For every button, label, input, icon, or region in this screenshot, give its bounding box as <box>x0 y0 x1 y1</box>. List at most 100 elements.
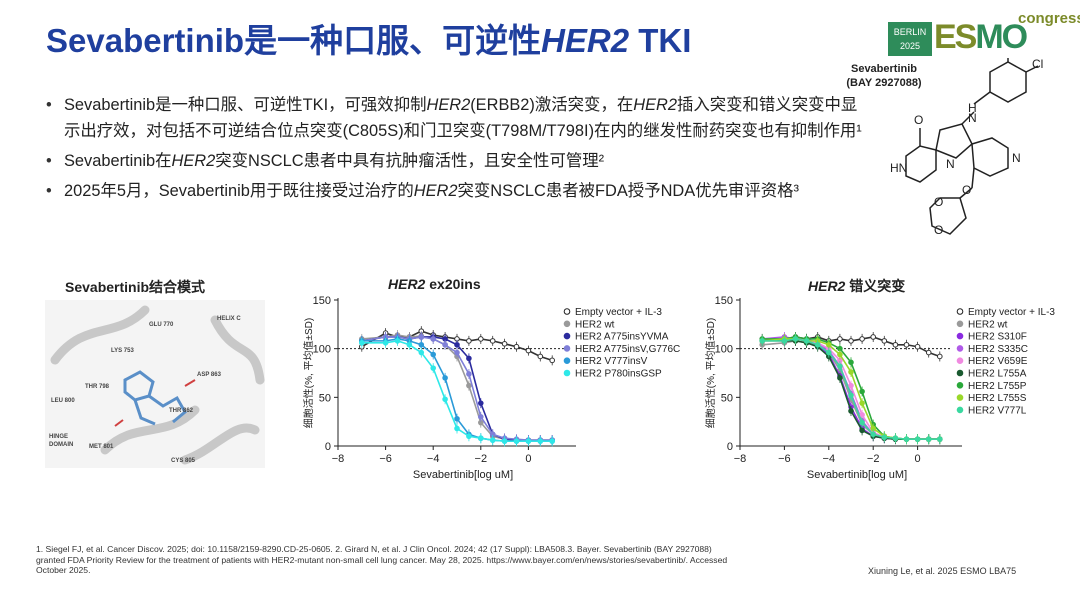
legend-marker <box>563 308 571 315</box>
legend-label: HER2 L755A <box>968 369 1027 380</box>
y-tick-label: 50 <box>721 392 733 404</box>
data-point <box>826 349 832 356</box>
legend-marker <box>563 369 571 377</box>
bullet-item-2: Sevabertinib在HER2突变NSCLC患者中具有抗肿瘤活性，且安全性可… <box>44 148 864 174</box>
logo-city-box: BERLIN 2025 <box>888 22 932 56</box>
svg-text:N: N <box>946 157 955 171</box>
data-point <box>826 341 832 348</box>
data-point <box>525 347 532 354</box>
bullet-1-her2-a: HER2 <box>426 96 471 114</box>
data-point <box>925 436 932 442</box>
data-point <box>859 336 865 342</box>
chart-missense-title: HER2 错义突变 <box>808 276 905 296</box>
logo-congress: congress <box>1018 10 1080 27</box>
data-point <box>537 353 544 360</box>
legend-label: HER2 S335C <box>968 344 1028 355</box>
data-point <box>859 412 865 418</box>
data-point <box>859 388 865 395</box>
svg-text:O: O <box>934 195 943 209</box>
data-point <box>430 336 436 342</box>
legend-label: HER2 S310F <box>968 332 1027 343</box>
label-met-801: MET 801 <box>89 444 114 450</box>
y-tick-label: 100 <box>313 344 331 356</box>
series-line <box>361 336 553 441</box>
label-lys-753: LYS 753 <box>111 348 134 354</box>
legend-marker <box>956 382 964 389</box>
x-tick-label: −2 <box>475 453 488 465</box>
data-point <box>418 349 425 356</box>
data-point <box>442 341 448 348</box>
x-tick-label: 0 <box>525 453 531 465</box>
data-point <box>406 341 413 348</box>
bullet-list: Sevabertinib是一种口服、可逆性TKI，可强效抑制HER2(ERBB2… <box>44 92 864 208</box>
legend-label: Empty vector + IL-3 <box>968 307 1055 318</box>
data-point <box>881 434 888 441</box>
y-tick-label: 100 <box>715 344 733 356</box>
legend-label: HER2 V777insV <box>575 356 648 367</box>
bullet-1-text-c: 插入突变和错义突变中显示出疗效，对包括不可逆结合位点突变(C805S)和门卫突变… <box>64 96 862 140</box>
data-point <box>937 353 943 360</box>
label-leu-800: LEU 800 <box>51 398 75 404</box>
legend-marker <box>956 394 964 401</box>
data-point <box>442 396 448 403</box>
data-point <box>859 400 865 406</box>
svg-text:O: O <box>934 223 943 237</box>
data-point <box>359 340 365 346</box>
legend-label: HER2 V777L <box>968 405 1027 416</box>
bullet-3-her2: HER2 <box>413 182 458 200</box>
series-8 <box>759 333 943 445</box>
svg-text:N: N <box>968 111 977 125</box>
data-point <box>513 438 520 444</box>
label-thr-862: THR 862 <box>169 408 194 414</box>
data-point <box>892 435 899 442</box>
x-axis-label: Sevabertinib[log uM] <box>413 469 513 481</box>
legend-marker <box>956 320 964 328</box>
data-point <box>859 427 865 434</box>
bullet-item-1: Sevabertinib是一种口服、可逆性TKI，可强效抑制HER2(ERBB2… <box>44 92 864 144</box>
bullet-3-text-a: 2025年5月，Sevabertinib用于既往接受过治疗的 <box>64 182 414 200</box>
label-hinge: HINGE <box>49 434 68 440</box>
binding-mode-image: HELIX C GLU 770 LYS 753 ASP 863 THR 798 … <box>45 300 265 468</box>
legend-label: HER2 A775insV,G776C <box>575 344 680 355</box>
data-point <box>418 334 425 340</box>
source-citation: Xiuning Le, et al. 2025 ESMO LBA75 <box>868 566 1017 576</box>
data-point <box>814 341 821 348</box>
legend-marker <box>956 345 964 352</box>
legend-marker <box>563 320 571 328</box>
x-tick-label: −6 <box>778 453 791 465</box>
bullet-item-3: 2025年5月，Sevabertinib用于既往接受过治疗的HER2突变NSCL… <box>44 178 864 204</box>
data-point <box>454 341 460 348</box>
svg-text:O: O <box>962 183 971 197</box>
esmo-congress-logo: BERLIN 2025 ESMO congress <box>888 10 1080 56</box>
data-point <box>848 392 854 399</box>
title-part1: Sevabertinib是一种口服、可逆性 <box>46 22 542 59</box>
logo-city: BERLIN <box>893 27 927 37</box>
data-point <box>430 351 436 358</box>
data-point <box>418 341 425 348</box>
legend-marker <box>956 332 964 340</box>
data-point <box>914 436 921 442</box>
data-point <box>454 349 460 356</box>
x-tick-label: −8 <box>332 453 345 465</box>
bullet-2-text-a: Sevabertinib在 <box>64 152 172 170</box>
data-point <box>837 375 843 381</box>
legend-marker <box>956 369 964 377</box>
series-4 <box>759 331 943 445</box>
bullet-2-her2: HER2 <box>171 152 216 170</box>
chart-ex20ins-title-her2: HER2 <box>388 276 426 292</box>
x-tick-label: 0 <box>915 453 921 465</box>
data-point <box>478 414 484 420</box>
x-tick-label: −8 <box>734 453 747 465</box>
logo-esmo-mo: MO <box>975 18 1028 56</box>
chart-ex20ins-title-rest: ex20ins <box>425 276 481 292</box>
label-helix-c: HELIX C <box>217 316 241 322</box>
data-point <box>501 341 508 347</box>
data-point <box>937 436 943 442</box>
data-point <box>466 355 472 362</box>
data-point <box>430 365 436 371</box>
y-tick-label: 150 <box>313 295 331 307</box>
legend-marker <box>563 332 571 340</box>
legend-label: HER2 V659E <box>968 356 1028 367</box>
data-point <box>478 336 484 342</box>
data-point <box>549 357 556 364</box>
